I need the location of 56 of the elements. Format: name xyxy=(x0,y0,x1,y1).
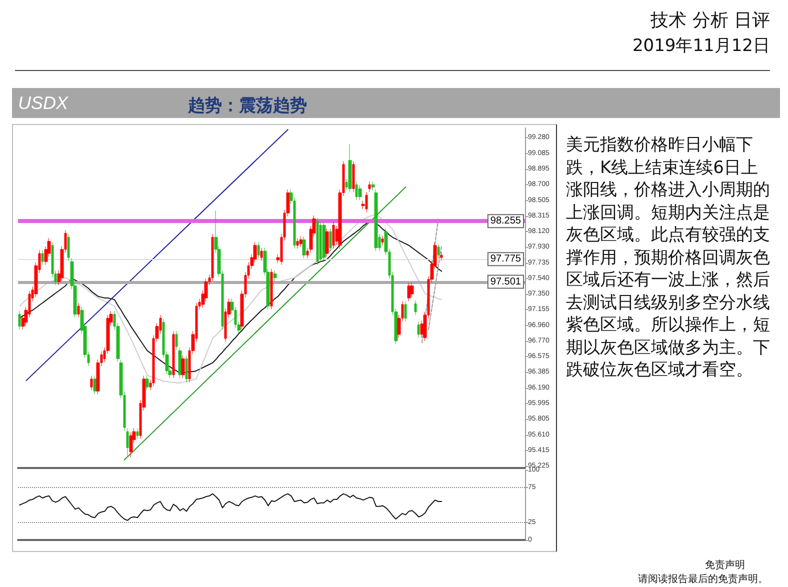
text: 请阅读报告最后的免责声明。 xyxy=(638,572,768,586)
candlestick xyxy=(437,244,440,259)
candlestick xyxy=(319,222,322,263)
candlestick xyxy=(368,181,371,192)
line-series xyxy=(19,493,442,521)
candlestick xyxy=(129,432,133,458)
text: 免责声明 xyxy=(705,558,745,572)
text: 趋势：震荡趋势 xyxy=(188,95,307,117)
candlestick xyxy=(358,185,362,200)
ref-line-label: 97.775 xyxy=(490,254,522,265)
candlestick xyxy=(145,375,149,391)
candlestick xyxy=(270,268,273,310)
text: 美元指数价格昨日小幅下跌，K线上结束连续6日上涨阳线，价格进入小周期的上涨回调。短期内关注点是灰色区域。此点有较强的支撑作用，预期价格回调灰色区域后还有一波上涨，然后去测试日线级别多空分水线紫色区域。所以操作上，短期以灰色区域做多为主。下跌破位灰色区域才看空。 xyxy=(566,135,770,380)
candlestick xyxy=(365,192,368,212)
candlestick xyxy=(77,302,80,318)
candlestick xyxy=(355,181,358,200)
candlestick xyxy=(181,355,185,378)
candlestick xyxy=(371,181,375,191)
candlestick xyxy=(172,330,175,378)
candlestick xyxy=(136,428,139,440)
candlestick xyxy=(374,189,378,252)
candlestick xyxy=(299,236,303,248)
ref-line-label: 98.255 xyxy=(490,216,522,227)
candlestick xyxy=(175,330,178,350)
candlestick xyxy=(257,242,260,259)
candlestick xyxy=(407,282,411,302)
candlestick xyxy=(325,228,329,257)
candlestick xyxy=(260,248,263,262)
candlestick xyxy=(417,321,420,338)
candlestick xyxy=(178,347,182,378)
candlestick xyxy=(211,234,214,282)
candlestick xyxy=(332,222,335,249)
candlestick xyxy=(348,144,352,192)
candlestick xyxy=(41,250,44,266)
candlestick xyxy=(316,218,319,266)
candlestick xyxy=(322,222,326,262)
candlestick xyxy=(410,282,414,298)
candlestick xyxy=(404,300,407,322)
text: USDX xyxy=(18,93,68,114)
candlestick xyxy=(414,300,417,316)
candlestick xyxy=(273,270,277,282)
candlestick xyxy=(352,160,355,192)
candlestick xyxy=(90,375,93,391)
ref-line-label: 97.501 xyxy=(490,276,522,288)
text: 技术 分析 日评 xyxy=(650,9,770,32)
candlestick xyxy=(329,228,332,252)
candlestick xyxy=(93,375,97,395)
candlestick xyxy=(18,310,21,330)
candlestick xyxy=(302,236,306,259)
candlestick xyxy=(296,238,299,249)
candlestick xyxy=(67,234,70,262)
candlestick xyxy=(185,355,188,382)
candlestick xyxy=(381,235,384,246)
candlestick xyxy=(126,428,129,458)
text: 2019年11月12日 xyxy=(632,35,770,57)
candlestick xyxy=(440,252,443,262)
